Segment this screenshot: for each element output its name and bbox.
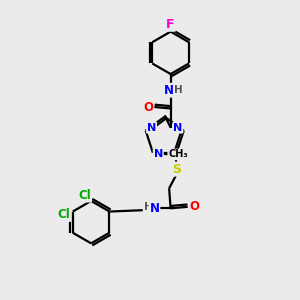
Text: N: N bbox=[173, 123, 182, 133]
Text: N: N bbox=[147, 123, 156, 133]
Text: Cl: Cl bbox=[78, 188, 91, 202]
Text: F: F bbox=[167, 18, 175, 31]
Text: O: O bbox=[189, 200, 199, 213]
Text: N: N bbox=[154, 149, 163, 159]
Text: H: H bbox=[175, 85, 183, 95]
Text: N: N bbox=[149, 202, 159, 215]
Text: S: S bbox=[172, 163, 181, 176]
Text: O: O bbox=[143, 100, 153, 113]
Text: CH₃: CH₃ bbox=[168, 149, 188, 159]
Text: Cl: Cl bbox=[58, 208, 70, 221]
Text: N: N bbox=[164, 84, 174, 97]
Text: H: H bbox=[144, 202, 152, 212]
